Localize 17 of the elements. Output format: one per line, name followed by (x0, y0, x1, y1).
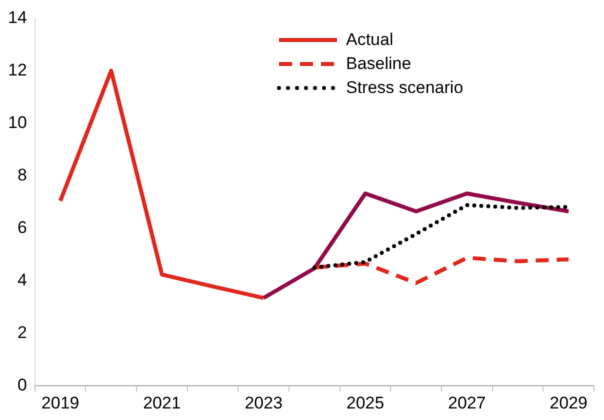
y-tick-label: 10 (8, 112, 27, 132)
x-tick-label: 2019 (41, 393, 80, 412)
y-tick-label: 8 (17, 165, 27, 184)
x-tick-label: 2027 (448, 393, 486, 412)
y-tick-label: 4 (17, 270, 27, 290)
x-tick-label: 2023 (244, 393, 283, 412)
legend-label: Actual (346, 29, 394, 51)
y-tick-label: 12 (8, 60, 27, 80)
legend-label: Stress scenario (346, 77, 464, 99)
y-tick-label: 2 (17, 322, 27, 342)
x-tick-label: 2029 (550, 393, 588, 412)
x-tick-label: 2025 (346, 393, 384, 412)
legend-label: Baseline (346, 53, 412, 75)
y-tick-label: 14 (8, 8, 27, 27)
y-tick-label: 0 (17, 375, 27, 394)
y-tick-label: 6 (17, 218, 27, 237)
x-tick-label: 2021 (143, 393, 181, 412)
